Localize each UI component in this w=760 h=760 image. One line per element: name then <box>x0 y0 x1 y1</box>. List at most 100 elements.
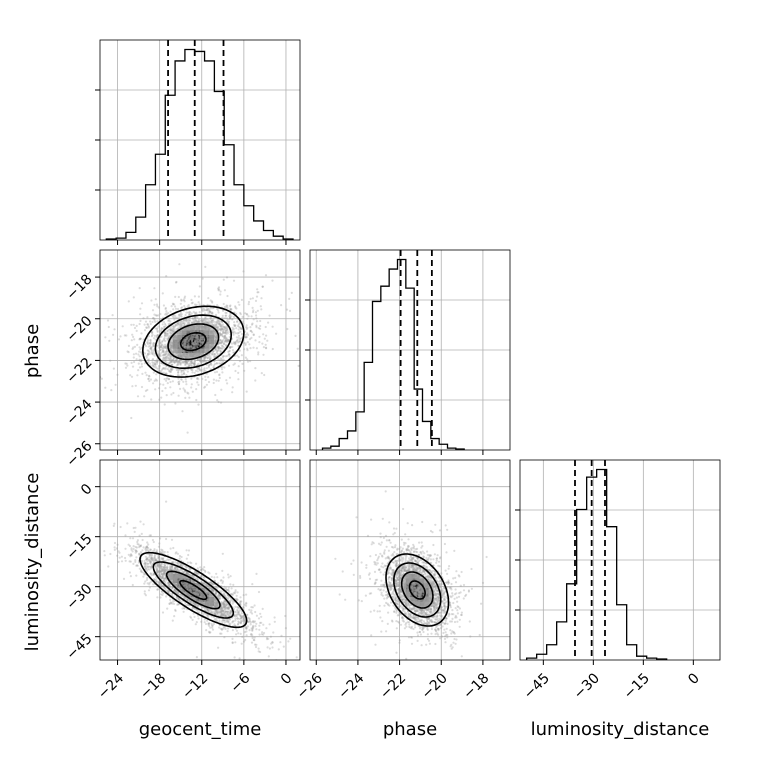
sample-point <box>222 328 225 331</box>
sample-point <box>144 580 147 583</box>
sample-point <box>190 574 193 577</box>
sample-point <box>196 336 199 339</box>
sample-point <box>175 568 178 571</box>
sample-point <box>250 315 253 318</box>
sample-point <box>177 361 180 364</box>
sample-point <box>216 319 219 322</box>
sample-point <box>208 592 211 595</box>
sample-point <box>198 358 201 361</box>
sample-point <box>140 362 143 366</box>
sample-point <box>246 347 249 350</box>
density-cell <box>186 334 192 340</box>
sample-point <box>245 634 248 637</box>
sample-point <box>213 335 217 338</box>
sample-point <box>206 309 209 312</box>
sample-point <box>236 617 239 620</box>
sample-point <box>191 328 194 331</box>
sample-point <box>165 595 168 598</box>
sample-point <box>158 364 161 368</box>
sample-point <box>148 379 151 383</box>
sample-point <box>199 338 202 341</box>
sample-point <box>264 274 268 277</box>
sample-point <box>154 558 157 562</box>
sample-point <box>146 358 150 362</box>
sample-point <box>140 569 143 572</box>
sample-point <box>195 351 198 354</box>
sample-point <box>222 593 225 596</box>
sample-point <box>236 320 239 323</box>
density-cell <box>195 325 201 331</box>
sample-point <box>191 355 194 359</box>
sample-point <box>151 320 154 324</box>
sample-point <box>216 611 220 614</box>
sample-point <box>212 366 215 369</box>
sample-point <box>175 328 178 331</box>
sample-point <box>122 577 126 581</box>
sample-point <box>193 340 197 343</box>
sample-point <box>200 594 203 597</box>
sample-point <box>206 600 209 603</box>
sample-point <box>192 345 195 348</box>
sample-point <box>170 593 174 596</box>
sample-point <box>213 329 216 333</box>
sample-point <box>239 311 242 315</box>
sample-point <box>190 355 194 359</box>
sample-point <box>204 325 207 328</box>
sample-point <box>203 347 206 350</box>
sample-point <box>196 345 199 348</box>
sample-point <box>160 590 163 593</box>
sample-point <box>162 567 165 571</box>
sample-point <box>216 346 219 349</box>
density-cell <box>195 334 201 340</box>
sample-point <box>168 345 171 348</box>
sample-point <box>157 350 160 353</box>
sample-point <box>198 343 201 346</box>
sample-point <box>124 534 127 537</box>
sample-point <box>177 585 180 588</box>
sample-point <box>146 562 150 565</box>
sample-point <box>204 327 207 330</box>
sample-point <box>188 351 191 354</box>
sample-point <box>146 316 149 319</box>
sample-point <box>193 316 196 319</box>
sample-point <box>145 558 148 561</box>
sample-point <box>197 318 200 321</box>
sample-point <box>158 369 161 373</box>
sample-point <box>239 615 242 618</box>
sample-point <box>212 342 215 345</box>
sample-point <box>190 361 193 364</box>
sample-point <box>160 573 163 576</box>
sample-point <box>127 351 130 354</box>
sample-point <box>176 345 179 349</box>
sample-point <box>231 637 234 641</box>
sample-point <box>167 584 170 587</box>
sample-point <box>152 317 155 320</box>
sample-point <box>228 349 231 352</box>
sample-point <box>196 340 199 343</box>
sample-point <box>179 332 182 336</box>
sample-point <box>174 578 177 581</box>
sample-point <box>123 334 126 337</box>
sample-point <box>177 321 180 325</box>
sample-point <box>203 331 206 334</box>
sample-point <box>189 336 193 339</box>
sample-point <box>200 335 203 338</box>
sample-point <box>174 336 177 339</box>
sample-point <box>192 586 195 589</box>
sample-point <box>163 339 166 342</box>
sample-point <box>186 328 190 331</box>
sample-point <box>202 595 206 598</box>
sample-point <box>194 326 197 329</box>
sample-point <box>149 560 152 563</box>
sample-point <box>223 605 226 609</box>
sample-point <box>148 581 151 584</box>
sample-point <box>183 564 186 568</box>
sample-point <box>214 598 217 601</box>
sample-point <box>187 341 190 344</box>
sample-point <box>151 330 154 334</box>
sample-point <box>183 361 186 364</box>
sample-point <box>174 575 177 578</box>
sample-point <box>271 641 274 644</box>
density-cell <box>204 344 210 349</box>
sample-point <box>212 378 215 381</box>
